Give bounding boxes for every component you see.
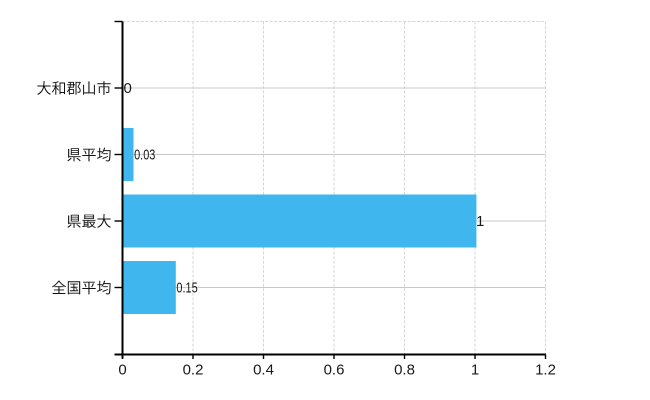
svg-text:0.8: 0.8 [394, 361, 415, 378]
svg-text:0: 0 [118, 361, 126, 378]
svg-text:0: 0 [124, 80, 132, 97]
svg-text:0.6: 0.6 [324, 361, 345, 378]
svg-text:1: 1 [471, 361, 479, 378]
svg-text:0.2: 0.2 [183, 361, 204, 378]
svg-text:0.03: 0.03 [134, 146, 155, 163]
svg-text:1: 1 [476, 213, 484, 230]
svg-text:0.15: 0.15 [176, 279, 197, 296]
svg-text:0.4: 0.4 [253, 361, 274, 378]
svg-text:1.2: 1.2 [535, 361, 556, 378]
